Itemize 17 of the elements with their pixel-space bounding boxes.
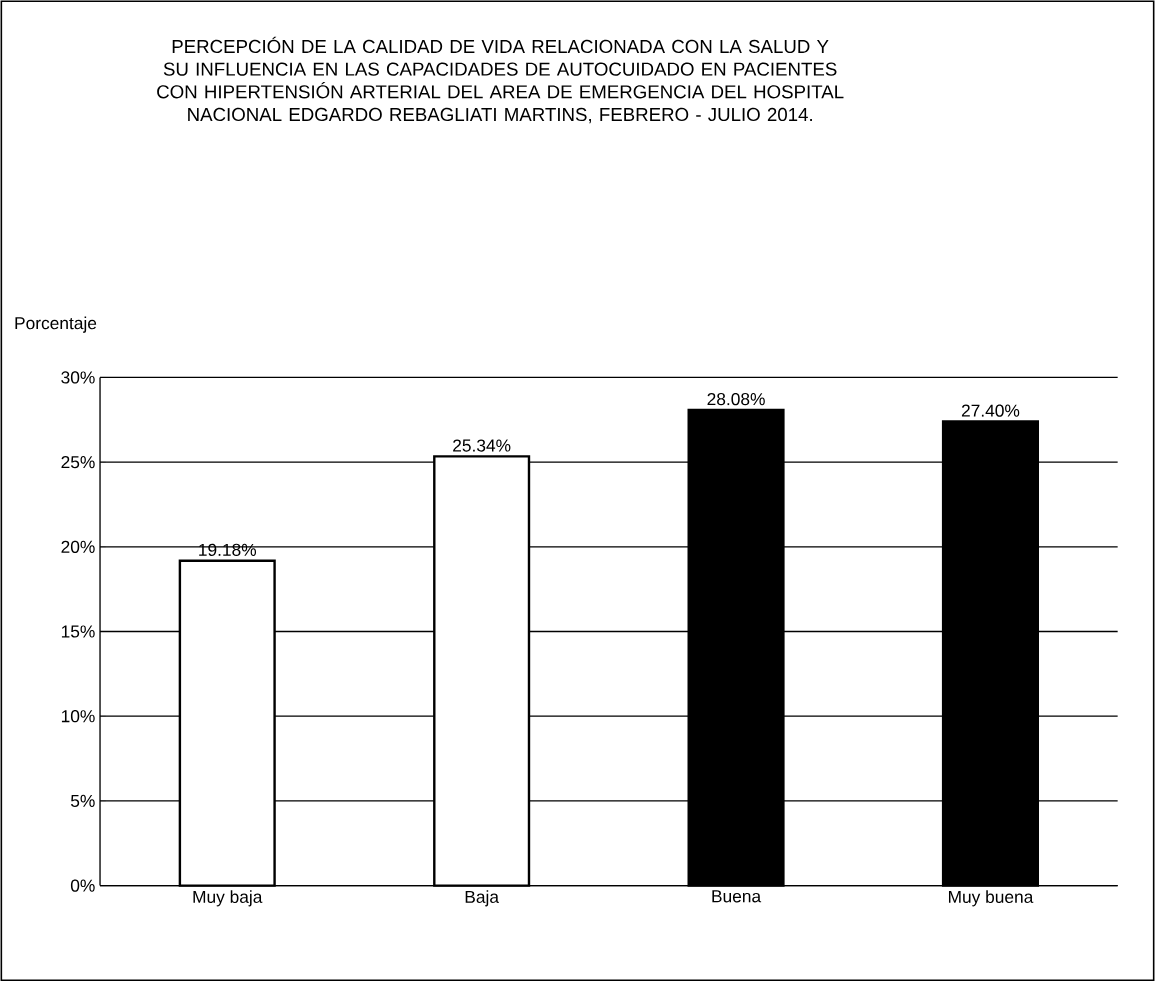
data-label: 19.18% <box>199 543 257 557</box>
y-tick-label: 15% <box>61 625 95 638</box>
y-tick-label: 20% <box>61 540 95 554</box>
y-tick-label: 10% <box>61 710 95 723</box>
y-tick-label: 30% <box>61 371 95 384</box>
data-label: 28.08% <box>707 393 765 406</box>
data-label: 27.40% <box>961 404 1020 417</box>
x-tick-label: Muy buena <box>948 890 1034 907</box>
chart-title: PERCEPCIÓN DE LA CALIDAD DE VIDA RELACIONADA CON LA SALUD Y SU INFLUENCIA EN LAS CAPACIDADES DE AUTOCUIDADO EN PACIENTES CON HIPERTENSIÓN ARTERIAL DEL AREA DE EMERGENCIA DEL HOSPITAL NACIONAL EDGARDO REBAGLIATI MARTINS, FEBRERO - JULIO 2014. <box>157 36 844 124</box>
data-label: 25.34% <box>453 439 511 452</box>
y-tick-label: 25% <box>61 456 95 469</box>
x-tick-label: Muy baja <box>193 890 263 907</box>
y-tick-label: 5% <box>70 794 95 808</box>
y-tick-label: 0% <box>70 879 95 892</box>
y-axis-title: Porcentaje <box>15 316 97 333</box>
x-tick-label: Buena <box>712 890 762 903</box>
x-tick-label: Baja <box>465 890 499 907</box>
